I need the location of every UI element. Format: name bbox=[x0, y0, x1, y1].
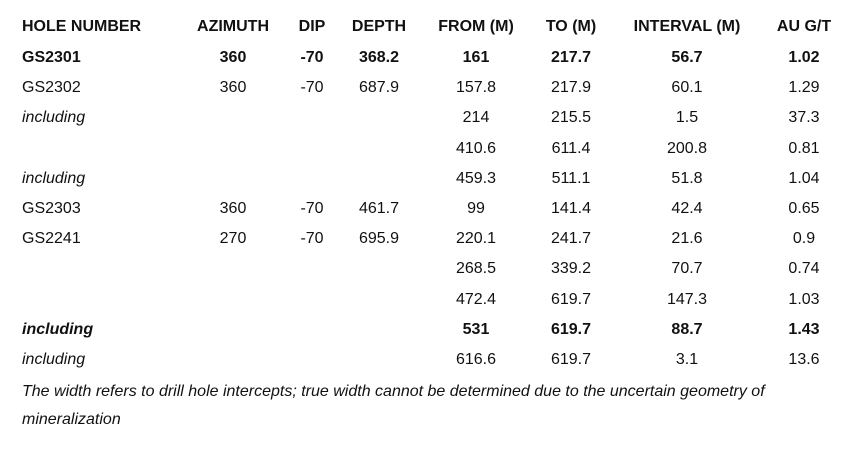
row-label: GS2301 bbox=[22, 49, 81, 66]
cell-value: 0.9 bbox=[792, 230, 816, 248]
cell-value: 157.8 bbox=[455, 79, 497, 97]
column-header: AU G/T bbox=[776, 18, 832, 35]
cell-value: 70.7 bbox=[671, 260, 703, 278]
cell-value: 360 bbox=[219, 49, 247, 66]
cell-value: 0.65 bbox=[788, 200, 820, 217]
cell-value: 1.29 bbox=[788, 79, 820, 97]
footnote: The width refers to drill hole intercept… bbox=[22, 383, 765, 428]
cell-value: 511.1 bbox=[551, 169, 591, 187]
cell-value: 51.8 bbox=[671, 169, 703, 187]
column-header: DEPTH bbox=[351, 18, 407, 35]
cell-value: 1.02 bbox=[788, 49, 820, 66]
cell-value: 619.7 bbox=[550, 290, 592, 308]
cell-value: 0.81 bbox=[788, 139, 820, 157]
cell-value: 410.6 bbox=[455, 139, 497, 157]
cell-value: 56.7 bbox=[671, 49, 703, 66]
cell-value: 21.6 bbox=[671, 230, 703, 248]
column-header: FROM (M) bbox=[438, 18, 514, 35]
cell-value: 220.1 bbox=[455, 230, 497, 248]
row-label: GS2241 bbox=[22, 230, 81, 248]
row-label: GS2302 bbox=[22, 79, 81, 97]
column-header: INTERVAL (M) bbox=[633, 18, 741, 35]
row-label: including bbox=[22, 109, 86, 127]
cell-value: 360 bbox=[219, 79, 247, 97]
cell-value: 42.4 bbox=[671, 200, 703, 217]
cell-value: 459.3 bbox=[455, 169, 497, 187]
cell-value: 88.7 bbox=[671, 320, 703, 338]
cell-value: 217.9 bbox=[550, 79, 592, 97]
cell-value: -70 bbox=[300, 49, 324, 66]
cell-value: 368.2 bbox=[358, 49, 400, 66]
cell-value: 531 bbox=[462, 320, 490, 338]
cell-value: 99 bbox=[467, 200, 485, 217]
cell-value: 0.74 bbox=[788, 260, 820, 278]
column-header: TO (M) bbox=[545, 18, 597, 35]
cell-value: 1.43 bbox=[788, 320, 820, 338]
cell-value: 616.6 bbox=[455, 351, 497, 368]
cell-value: 695.9 bbox=[358, 230, 400, 248]
cell-value: 3.1 bbox=[675, 351, 699, 368]
cell-value: 611.4 bbox=[551, 139, 591, 157]
row-label: GS2303 bbox=[22, 200, 81, 217]
cell-value: 161 bbox=[462, 49, 490, 66]
cell-value: 214 bbox=[462, 109, 490, 127]
cell-value: 268.5 bbox=[455, 260, 497, 278]
cell-value: -70 bbox=[300, 230, 324, 248]
cell-value: 60.1 bbox=[671, 79, 703, 97]
cell-value: 687.9 bbox=[358, 79, 400, 97]
column-header: DIP bbox=[298, 18, 326, 35]
cell-value: 1.5 bbox=[675, 109, 699, 127]
cell-value: 147.3 bbox=[666, 290, 708, 308]
cell-value: 472.4 bbox=[455, 290, 497, 308]
cell-value: 241.7 bbox=[550, 230, 592, 248]
cell-value: 200.8 bbox=[666, 139, 708, 157]
cell-value: -70 bbox=[300, 200, 324, 217]
column-header: AZIMUTH bbox=[197, 18, 269, 35]
column-header: HOLE NUMBER bbox=[22, 18, 142, 35]
cell-value: 1.04 bbox=[788, 169, 820, 187]
cell-value: 1.03 bbox=[788, 290, 820, 308]
cell-value: 270 bbox=[219, 230, 247, 248]
cell-value: 619.7 bbox=[550, 351, 592, 368]
cell-value: 360 bbox=[219, 200, 247, 217]
cell-value: 37.3 bbox=[788, 109, 820, 127]
cell-value: 13.6 bbox=[788, 351, 820, 368]
row-label: including bbox=[22, 320, 94, 338]
cell-value: 339.2 bbox=[550, 260, 592, 278]
cell-value: 619.7 bbox=[550, 320, 592, 338]
cell-value: 141.4 bbox=[550, 200, 592, 217]
row-label: including bbox=[22, 351, 86, 368]
row-label: including bbox=[22, 169, 86, 187]
cell-value: 217.7 bbox=[550, 49, 592, 66]
cell-value: 215.5 bbox=[550, 109, 592, 127]
cell-value: -70 bbox=[300, 79, 324, 97]
cell-value: 461.7 bbox=[358, 200, 400, 217]
